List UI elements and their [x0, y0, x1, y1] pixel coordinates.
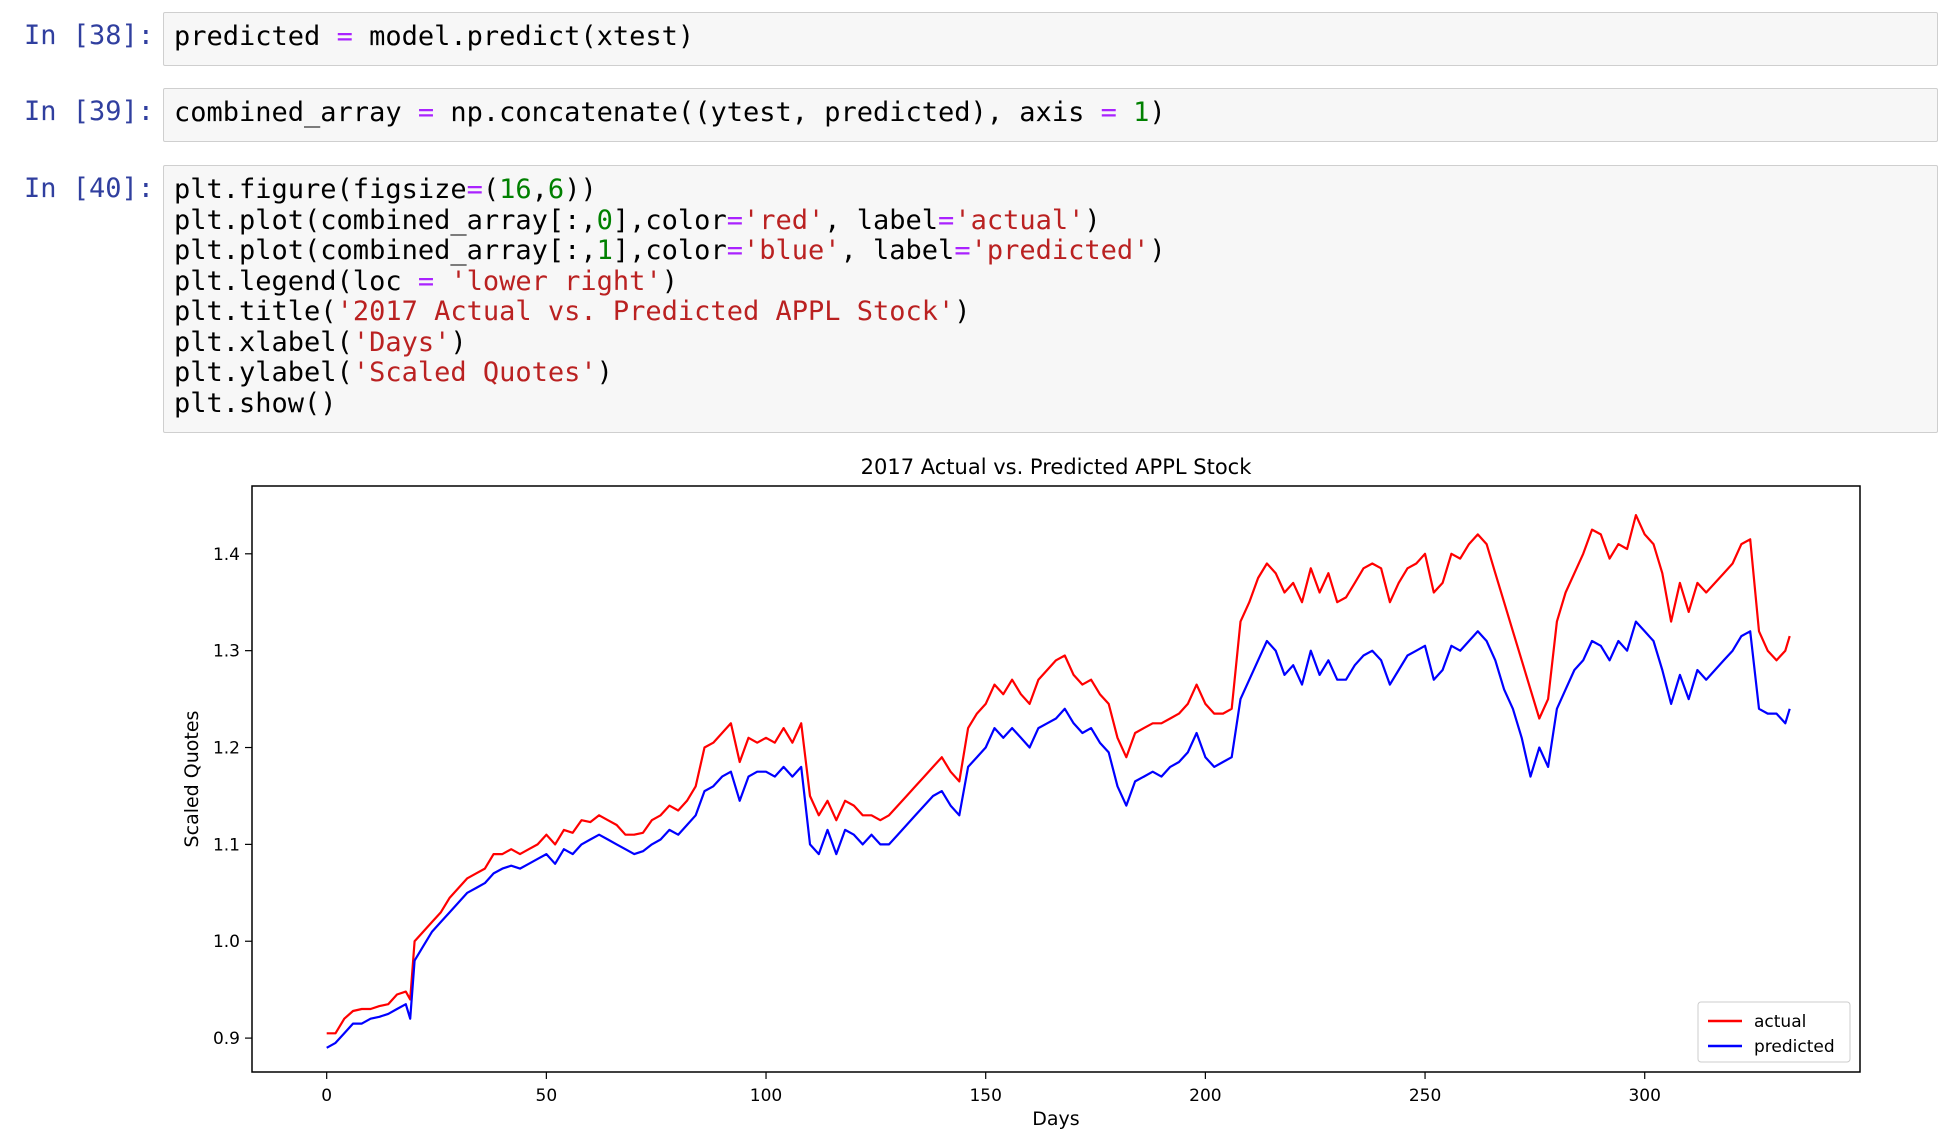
code-token: combined_array	[174, 97, 418, 128]
code-token: =	[336, 21, 353, 52]
code-line: plt.title('2017 Actual vs. Predicted APP…	[174, 296, 1166, 328]
y-tick-label: 1.4	[213, 545, 240, 565]
plot-area	[251, 485, 1861, 1073]
code-token: plt.plot(combined_array[:,	[174, 204, 597, 236]
code-token: plt.ylabel(	[174, 357, 353, 388]
code-token: 1	[596, 235, 613, 266]
code-token: (	[482, 174, 500, 205]
y-axis-label: Scaled Quotes	[181, 711, 203, 848]
code-token: =	[417, 265, 435, 297]
code-token: ,	[531, 174, 548, 205]
code-token: predicted	[174, 21, 337, 52]
code-token: model.predict(xtest)	[352, 21, 695, 52]
code-token: =	[726, 235, 743, 266]
code-token: ],color	[612, 235, 727, 266]
y-tick-label: 1.2	[213, 739, 240, 759]
code-token: ))	[564, 174, 597, 205]
code-line: plt.ylabel('Scaled Quotes')	[174, 357, 1166, 389]
code-input-39[interactable]	[163, 88, 1938, 142]
code-token: plt.plot(combined_array[:,	[174, 235, 597, 266]
code-token: 'Days'	[352, 326, 451, 358]
code-token: )	[596, 357, 613, 388]
chart-title: 2017 Actual vs. Predicted APPL Stock	[861, 455, 1253, 479]
code-token: 6	[547, 174, 565, 205]
code-token: 'blue'	[742, 235, 841, 266]
code-token: )	[1084, 204, 1101, 236]
y-axis: 0.9 1.0 1.1 1.2 1.3 1.4	[213, 545, 252, 1049]
code-input-40[interactable]	[163, 165, 1938, 433]
code-line: plt.plot(combined_array[:,1],color='blue…	[174, 235, 1166, 267]
code-line: predicted = model.predict(xtest)	[174, 21, 695, 53]
code-text-38[interactable]: predicted = model.predict(xtest)	[174, 21, 695, 53]
code-token: 'lower right'	[450, 265, 662, 297]
code-token: , label	[824, 204, 939, 236]
code-token: =	[726, 204, 743, 236]
code-token: =	[417, 97, 435, 128]
code-token: =	[938, 204, 955, 236]
input-prompt-39: In [39]:	[24, 96, 155, 127]
code-token: , label	[840, 235, 955, 266]
code-token: )	[450, 326, 467, 358]
series-predicted-line	[326, 620, 1791, 1049]
y-tick-label: 1.0	[213, 932, 240, 952]
code-line: plt.figure(figsize=(16,6))	[174, 174, 1166, 206]
code-line: plt.show()	[174, 387, 1166, 420]
x-tick-label: 100	[750, 1086, 782, 1106]
y-tick-label: 1.3	[213, 642, 240, 662]
code-token: plt.figure(figsize	[174, 174, 467, 205]
x-axis-label: Days	[1032, 1108, 1079, 1130]
code-text-39[interactable]: combined_array = np.concatenate((ytest, …	[174, 97, 1166, 129]
code-token: np.concatenate((ytest, predicted), axis	[434, 97, 1101, 128]
x-tick-label: 250	[1409, 1086, 1441, 1106]
code-token: 0	[596, 204, 613, 236]
code-token: )	[1149, 97, 1166, 128]
code-token: ],color	[612, 204, 727, 236]
code-text-40[interactable]: plt.figure(figsize=(16,6)) plt.plot(combi…	[174, 174, 1166, 420]
code-token: plt.show()	[174, 387, 337, 419]
code-line: plt.legend(loc = 'lower right')	[174, 265, 1166, 298]
code-token: 16	[499, 174, 532, 205]
code-line: combined_array = np.concatenate((ytest, …	[174, 97, 1166, 129]
code-line: plt.plot(combined_array[:,0],color='red'…	[174, 204, 1166, 237]
code-token: 'predicted'	[970, 235, 1150, 266]
legend-label-actual: actual	[1754, 1012, 1806, 1032]
x-tick-label: 0	[321, 1086, 332, 1106]
x-axis: 0 50 100 150 200 250 300	[321, 1072, 1661, 1106]
code-input-38[interactable]	[163, 12, 1938, 66]
x-tick-label: 300	[1628, 1086, 1660, 1106]
code-line: plt.xlabel('Days')	[174, 326, 1166, 359]
code-token: 'actual'	[954, 204, 1085, 236]
code-token: 'red'	[742, 204, 825, 236]
series-layer	[326, 514, 1791, 1049]
input-prompt-40: In [40]:	[24, 173, 155, 204]
y-tick-label: 0.9	[213, 1029, 240, 1049]
code-token: 'Scaled Quotes'	[352, 357, 597, 388]
code-token: plt.xlabel(	[174, 326, 353, 358]
code-token: 1	[1133, 97, 1150, 128]
code-token: =	[954, 235, 971, 266]
code-token: plt.legend(loc	[174, 265, 418, 297]
code-token: )	[661, 265, 678, 297]
code-token: plt.title(	[174, 296, 337, 327]
code-token: =	[466, 174, 483, 205]
code-token: )	[954, 296, 971, 327]
input-prompt-38: In [38]:	[24, 20, 155, 51]
x-tick-label: 50	[536, 1086, 558, 1106]
legend-label-predicted: predicted	[1754, 1037, 1835, 1057]
y-tick-label: 1.1	[213, 835, 240, 855]
x-tick-label: 200	[1189, 1086, 1221, 1106]
series-actual-line	[326, 514, 1791, 1035]
code-token: )	[1149, 235, 1166, 266]
code-token: '2017 Actual vs. Predicted APPL Stock'	[336, 296, 955, 327]
x-tick-label: 150	[969, 1086, 1001, 1106]
code-token: =	[1100, 97, 1117, 128]
legend: actual predicted	[1697, 1001, 1851, 1063]
